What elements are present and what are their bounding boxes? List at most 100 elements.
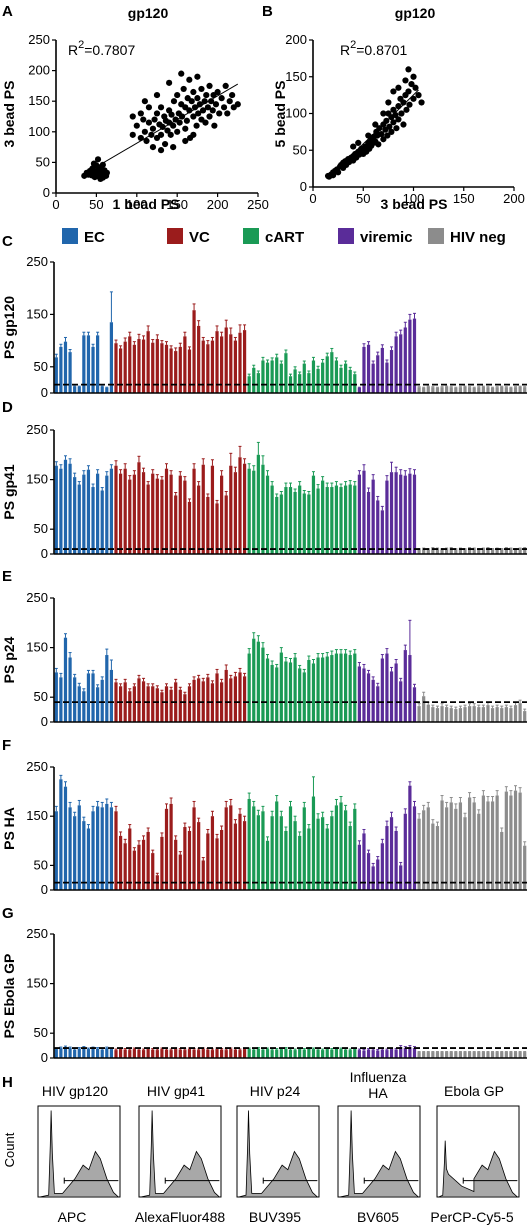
scatter-point [392, 111, 399, 119]
bar [63, 459, 68, 554]
bar [238, 332, 242, 393]
bar [495, 387, 499, 393]
bar [440, 1052, 444, 1058]
bar [261, 464, 265, 554]
bar [513, 790, 518, 890]
bar [307, 1048, 311, 1058]
bar [316, 488, 320, 554]
bar [164, 808, 169, 890]
bar [164, 468, 169, 554]
flow-xlabel-buv395: BUV395 [249, 1209, 301, 1225]
bar [164, 344, 169, 393]
bar [311, 796, 316, 890]
bar [371, 1050, 375, 1058]
bar [146, 686, 150, 722]
bar [523, 548, 527, 554]
bar [357, 666, 361, 722]
bar [321, 817, 325, 890]
bar [86, 1049, 91, 1058]
y-tick-label: 150 [26, 306, 48, 321]
bar [348, 1050, 352, 1058]
y-tick-label: 250 [26, 926, 48, 941]
bar [123, 1049, 127, 1058]
bar [187, 1049, 192, 1058]
bar [486, 801, 490, 890]
bar [472, 802, 476, 890]
flow-title-p24: HIV p24 [250, 1083, 301, 1099]
bar [376, 686, 380, 722]
bar [376, 859, 380, 890]
bar [247, 653, 251, 722]
scatter-point [418, 99, 425, 106]
bar [215, 503, 219, 554]
bar [293, 492, 297, 554]
bar [417, 387, 421, 393]
scatter-point [137, 110, 144, 117]
bar [385, 362, 389, 393]
bar [59, 677, 63, 722]
bar [114, 343, 118, 393]
bar [63, 637, 68, 722]
bar [293, 821, 297, 890]
bar [91, 487, 95, 554]
bar [458, 708, 463, 722]
bar [321, 657, 325, 722]
bar [399, 865, 403, 890]
bar [256, 815, 260, 890]
bar [183, 827, 187, 890]
bar [426, 704, 430, 722]
bar [252, 470, 256, 554]
bar [169, 803, 173, 890]
bar [334, 1048, 339, 1058]
bar [302, 807, 306, 890]
bar [426, 807, 430, 890]
legend-swatch-vc [167, 228, 183, 244]
bar [366, 673, 371, 722]
bar [105, 1048, 109, 1058]
bar [298, 835, 302, 890]
bar [247, 376, 251, 393]
x-tick-label: 200 [503, 191, 525, 206]
bar [343, 1049, 348, 1058]
scatter-point [402, 77, 409, 84]
bar [334, 805, 339, 890]
flow-panels: HIV gp120 HIV gp41 HIV p24 Influenza HA … [2, 1069, 514, 1225]
bar [160, 836, 164, 890]
bar [490, 708, 495, 722]
bar [477, 1052, 481, 1058]
bar [256, 454, 260, 554]
bar [293, 657, 297, 722]
bar [412, 687, 417, 722]
bar [399, 474, 403, 554]
bar [206, 1049, 210, 1058]
bar [325, 656, 329, 722]
bar [233, 823, 238, 890]
scatter-point [406, 101, 413, 108]
bar [426, 386, 430, 393]
scatter-point [148, 131, 155, 138]
bar [54, 465, 58, 554]
scatter-point [335, 169, 342, 176]
y-axis-label: PS p24 [1, 636, 17, 683]
bar [178, 346, 182, 393]
scatter-point [196, 101, 203, 108]
bar [385, 1050, 389, 1058]
bar [183, 336, 187, 393]
panel-b-r2-value: =0.8701 [356, 42, 407, 58]
scatter-point [410, 95, 417, 102]
bar [343, 810, 348, 890]
scatter-point [400, 99, 407, 106]
bar [68, 807, 72, 890]
bar [412, 806, 417, 890]
bar [256, 1048, 260, 1058]
bar [412, 474, 417, 554]
scatter-point [390, 106, 397, 113]
flow-histogram-2 [138, 1105, 222, 1198]
bar [376, 355, 380, 393]
bar [422, 548, 426, 554]
bar [316, 368, 320, 393]
scatter-point [183, 117, 190, 124]
bar [325, 828, 329, 890]
bar [201, 860, 205, 890]
bar [265, 1049, 270, 1058]
